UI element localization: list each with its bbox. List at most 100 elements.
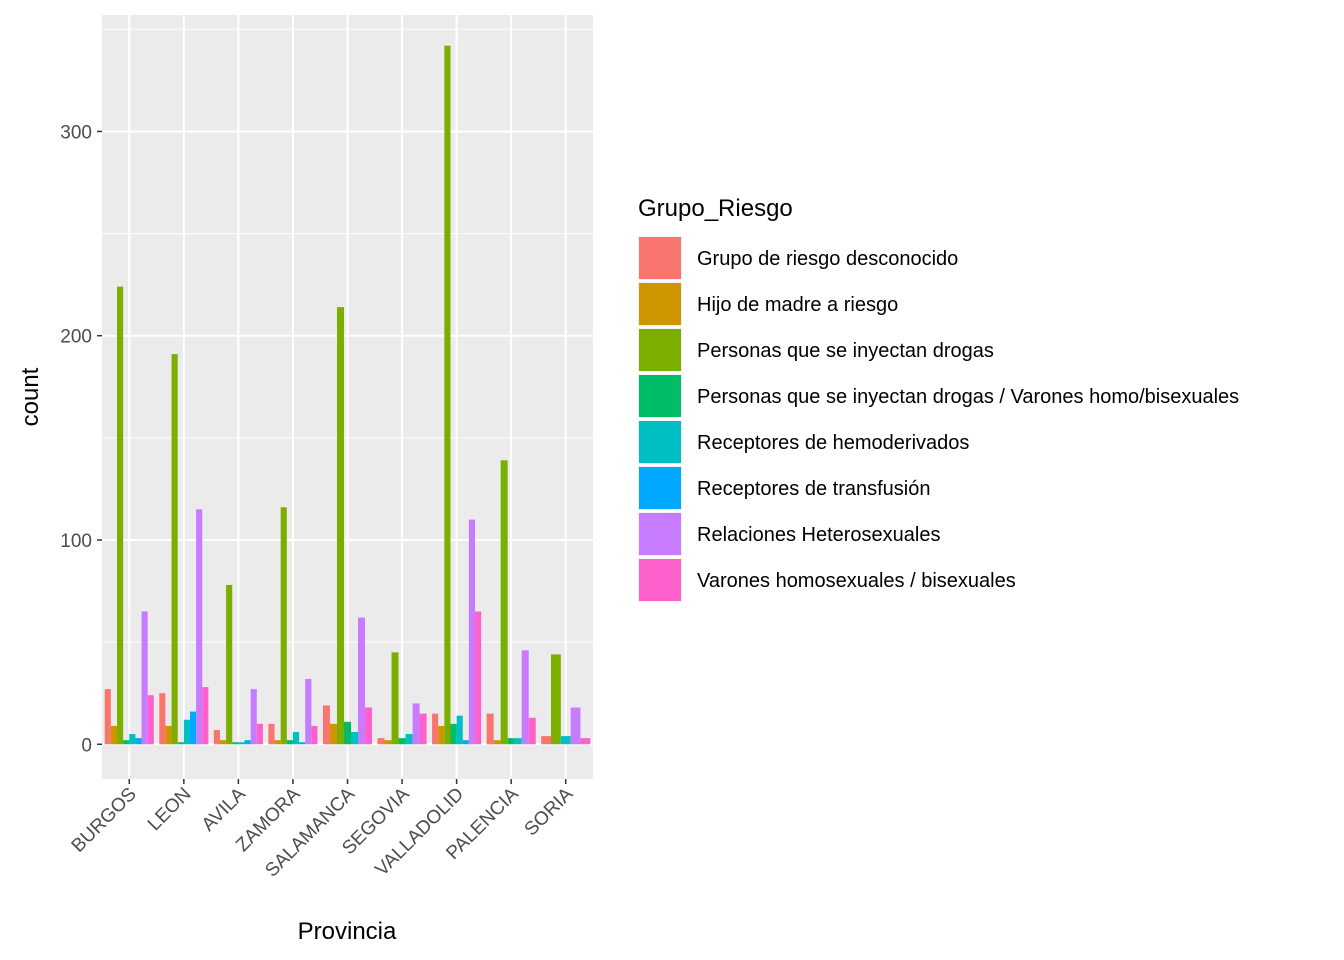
- bar: [159, 693, 166, 745]
- bar: [468, 519, 476, 745]
- bar: [244, 740, 251, 745]
- bar: [365, 707, 373, 745]
- bar: [500, 460, 508, 745]
- x-axis: BURGOS LEON AVILAZAMORASALAMANCASEGOVIAVAL…: [68, 779, 578, 881]
- legend-label: Hijo de madre a riesgo: [697, 294, 898, 316]
- bar: [141, 611, 148, 745]
- bar: [493, 740, 501, 745]
- bar: [305, 678, 312, 745]
- y-tick-label: 100: [60, 531, 92, 552]
- bar: [462, 740, 469, 745]
- x-tick-label: BURGOS: [68, 784, 141, 857]
- bar: [238, 742, 245, 745]
- legend-label: Receptores de hemoderivados: [697, 432, 969, 454]
- y-tick-label: 0: [81, 735, 92, 756]
- bar: [580, 738, 591, 745]
- bar: [336, 307, 344, 745]
- bar: [213, 729, 220, 745]
- legend-label: Relaciones Heterosexuales: [697, 524, 940, 546]
- bars: [104, 45, 591, 745]
- bar: [292, 732, 300, 745]
- bar: [299, 742, 306, 745]
- bar: [419, 713, 427, 745]
- bar: [329, 723, 337, 745]
- legend: Grupo_Riesgo Grupo de riesgo desconocido…: [638, 195, 1239, 602]
- x-axis-title: Provincia: [298, 918, 397, 945]
- bar: [250, 689, 257, 745]
- bar: [280, 507, 287, 745]
- bar: [177, 742, 184, 745]
- bar: [456, 715, 463, 745]
- bar: [398, 738, 406, 745]
- bar: [322, 705, 330, 745]
- bar: [311, 725, 318, 745]
- bar: [189, 711, 197, 745]
- bar: [343, 721, 352, 745]
- bar: [117, 286, 124, 745]
- bar: [391, 652, 399, 745]
- bar: [171, 354, 178, 745]
- bar: [528, 717, 536, 745]
- x-tick-label: AVILA: [198, 783, 250, 835]
- legend-label: Personas que se inyectan drogas: [697, 340, 994, 362]
- bar: [412, 703, 420, 745]
- bar: [135, 738, 142, 745]
- legend-key: [639, 237, 681, 279]
- bar: [165, 725, 172, 745]
- legend-title: Grupo_Riesgo: [638, 195, 793, 222]
- bar: [358, 617, 366, 745]
- y-axis-title: count: [17, 367, 44, 426]
- bar: [274, 740, 281, 745]
- bar: [202, 687, 209, 745]
- bar: [183, 719, 190, 745]
- bar: [514, 738, 522, 745]
- bar: [147, 695, 154, 745]
- y-axis: 0 100 200 300: [60, 122, 102, 756]
- bar: [219, 740, 227, 745]
- y-tick-label: 200: [60, 327, 92, 348]
- bar: [196, 509, 203, 745]
- legend-key: [639, 283, 681, 325]
- bar: [450, 723, 457, 745]
- bar: [104, 689, 111, 745]
- legend-key: [639, 375, 681, 417]
- bar: [405, 734, 413, 745]
- bar: [226, 584, 233, 745]
- bar: [550, 654, 561, 745]
- bar: [256, 723, 263, 745]
- y-tick-label: 300: [60, 122, 92, 143]
- legend-label: Varones homosexuales / bisexuales: [697, 570, 1016, 592]
- x-tick-label: LEON: [144, 784, 195, 835]
- bar: [570, 707, 581, 745]
- legend-key: [639, 329, 681, 371]
- bar: [286, 740, 293, 745]
- x-tick-label: SORIA: [521, 783, 578, 840]
- bar: [486, 713, 494, 745]
- bar: [377, 738, 385, 745]
- legend-key: [639, 467, 681, 509]
- bar: [560, 736, 571, 745]
- grid-major: [102, 15, 593, 779]
- bar: [521, 650, 529, 745]
- bar: [129, 734, 136, 745]
- bar: [444, 45, 451, 745]
- bar: [507, 738, 515, 745]
- bar: [475, 611, 482, 745]
- bar: [232, 742, 239, 745]
- bar: [351, 732, 359, 745]
- legend-items: Grupo de riesgo desconocido Hijo de madre…: [638, 236, 1239, 602]
- bar: [384, 740, 392, 745]
- bar: [432, 713, 439, 745]
- bar: [110, 725, 118, 745]
- legend-key: [639, 421, 681, 463]
- bar: [541, 736, 551, 745]
- bar: [438, 725, 445, 745]
- legend-label: Personas que se inyectan drogas / Varone…: [697, 386, 1239, 408]
- bar: [123, 740, 130, 745]
- legend-key: [639, 559, 681, 601]
- legend-label: Receptores de transfusión: [697, 478, 930, 500]
- legend-label: Grupo de riesgo desconocido: [697, 248, 958, 270]
- bar: [268, 723, 275, 745]
- legend-key: [639, 513, 681, 555]
